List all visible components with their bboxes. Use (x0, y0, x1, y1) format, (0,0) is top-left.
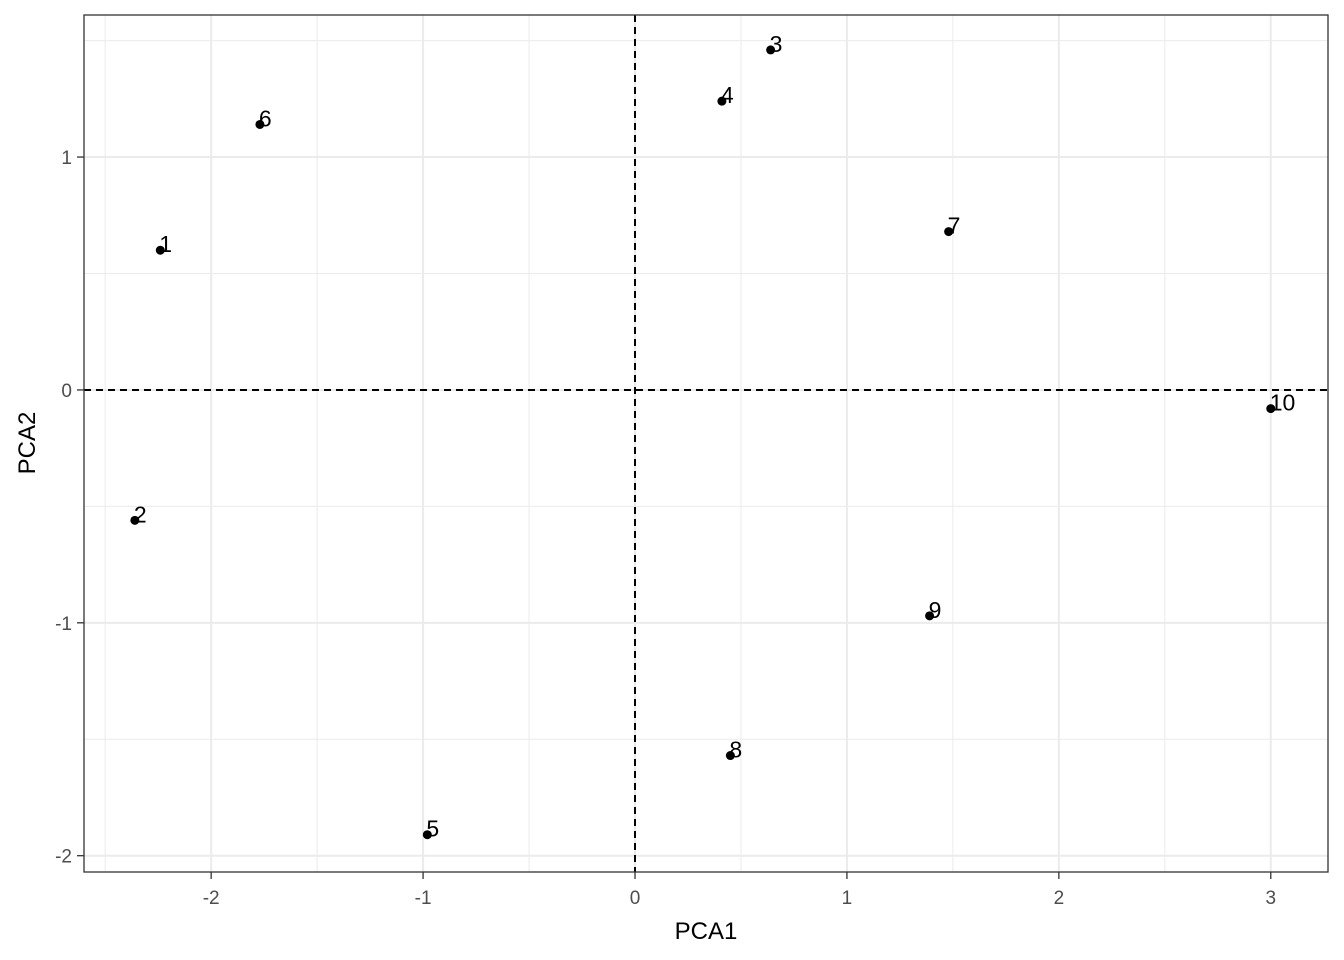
data-point-label: 8 (729, 737, 742, 763)
y-tick-label: 0 (61, 381, 72, 402)
y-tick-label: -2 (55, 847, 72, 868)
x-tick-label: -2 (203, 888, 220, 909)
data-point-label: 1 (159, 231, 172, 257)
data-point-label: 3 (770, 31, 783, 57)
data-point (422, 830, 432, 840)
y-axis: -2 -1 0 1 (55, 148, 84, 868)
panel-border (83, 14, 1329, 873)
data-point-label: 2 (134, 501, 147, 527)
data-point-label: 4 (721, 82, 734, 108)
data-points (130, 45, 1276, 840)
x-tick-label: 1 (842, 888, 853, 909)
data-point-label: 5 (426, 816, 439, 842)
x-tick-label: 0 (630, 888, 641, 909)
x-tick-label: 2 (1054, 888, 1065, 909)
data-point (130, 515, 140, 525)
x-axis: -2 -1 0 1 2 3 (203, 872, 1276, 909)
data-point-labels: 1 2 3 4 5 6 7 8 9 10 (134, 31, 1296, 842)
data-point (717, 96, 727, 106)
data-point (944, 227, 954, 237)
data-point-label: 7 (948, 213, 961, 239)
y-tick-label: -1 (55, 614, 72, 635)
x-tick-label: 3 (1265, 888, 1276, 909)
data-point (725, 751, 735, 761)
data-point-label: 9 (929, 597, 942, 623)
data-point-label: 10 (1270, 390, 1296, 416)
x-axis-title: PCA1 (675, 918, 738, 945)
data-point (766, 45, 776, 55)
y-axis-title: PCA2 (14, 412, 41, 475)
x-tick-label: -1 (415, 888, 432, 909)
data-point (155, 245, 165, 255)
data-point (1266, 404, 1276, 414)
y-tick-label: 1 (61, 148, 72, 169)
data-point (925, 611, 935, 621)
data-point-label: 6 (259, 105, 272, 131)
data-point (255, 119, 265, 129)
reference-lines (84, 15, 1328, 872)
